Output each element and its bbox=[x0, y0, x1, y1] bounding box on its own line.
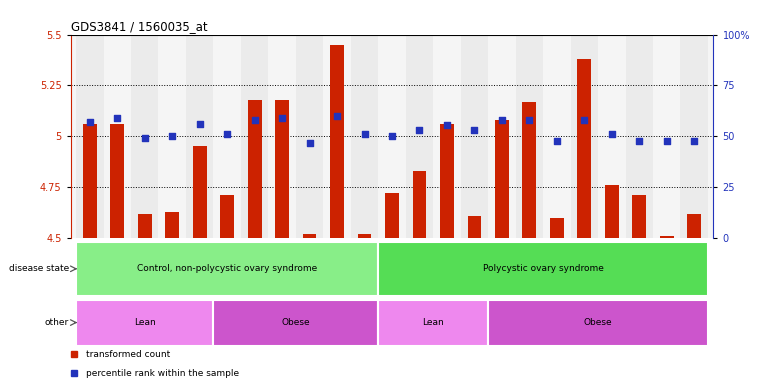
Bar bbox=[467, 216, 481, 238]
Point bbox=[249, 117, 261, 123]
Bar bbox=[358, 234, 372, 238]
Point bbox=[495, 117, 508, 123]
Bar bbox=[412, 171, 426, 238]
Bar bbox=[440, 124, 454, 238]
Bar bbox=[76, 242, 378, 296]
Bar bbox=[220, 195, 234, 238]
Bar bbox=[543, 35, 571, 238]
Bar bbox=[103, 35, 131, 238]
Bar bbox=[461, 35, 488, 238]
Bar bbox=[275, 100, 289, 238]
Point bbox=[441, 122, 453, 128]
Bar bbox=[495, 120, 509, 238]
Bar bbox=[165, 212, 179, 238]
Bar bbox=[76, 300, 213, 346]
Point bbox=[276, 115, 289, 121]
Bar bbox=[303, 234, 317, 238]
Bar bbox=[550, 218, 564, 238]
Bar bbox=[268, 35, 296, 238]
Point bbox=[605, 131, 618, 137]
Bar bbox=[83, 124, 96, 238]
Bar bbox=[605, 185, 619, 238]
Point bbox=[413, 127, 426, 133]
Bar bbox=[213, 35, 241, 238]
Point bbox=[84, 119, 96, 125]
Point bbox=[221, 131, 234, 137]
Bar bbox=[488, 300, 708, 346]
Bar bbox=[241, 35, 268, 238]
Bar bbox=[688, 214, 701, 238]
Text: Obese: Obese bbox=[281, 318, 310, 327]
Bar bbox=[516, 35, 543, 238]
Point bbox=[688, 138, 700, 144]
Bar bbox=[488, 35, 516, 238]
Text: Control, non-polycystic ovary syndrome: Control, non-polycystic ovary syndrome bbox=[137, 264, 318, 273]
Bar bbox=[571, 35, 598, 238]
Text: disease state: disease state bbox=[9, 264, 69, 273]
Bar bbox=[158, 35, 186, 238]
Bar bbox=[598, 35, 626, 238]
Point bbox=[633, 138, 645, 144]
Point bbox=[166, 133, 179, 139]
Bar bbox=[378, 242, 708, 296]
Text: Obese: Obese bbox=[584, 318, 612, 327]
Bar bbox=[660, 236, 673, 238]
Point bbox=[550, 138, 563, 144]
Bar bbox=[633, 195, 646, 238]
Bar bbox=[578, 59, 591, 238]
Bar bbox=[350, 35, 378, 238]
Text: GDS3841 / 1560035_at: GDS3841 / 1560035_at bbox=[71, 20, 207, 33]
Bar bbox=[406, 35, 434, 238]
Bar bbox=[193, 146, 206, 238]
Bar bbox=[626, 35, 653, 238]
Text: transformed count: transformed count bbox=[86, 350, 170, 359]
Bar bbox=[186, 35, 213, 238]
Bar bbox=[653, 35, 681, 238]
Point bbox=[468, 127, 481, 133]
Bar bbox=[213, 300, 378, 346]
Bar bbox=[385, 193, 399, 238]
Text: Lean: Lean bbox=[423, 318, 444, 327]
Point bbox=[194, 121, 206, 127]
Bar bbox=[296, 35, 323, 238]
Bar bbox=[76, 35, 103, 238]
Text: Lean: Lean bbox=[134, 318, 155, 327]
Bar bbox=[378, 35, 406, 238]
Bar bbox=[681, 35, 708, 238]
Point bbox=[660, 138, 673, 144]
Text: Polycystic ovary syndrome: Polycystic ovary syndrome bbox=[483, 264, 604, 273]
Bar bbox=[248, 100, 262, 238]
Bar bbox=[378, 300, 488, 346]
Point bbox=[358, 131, 371, 137]
Bar bbox=[323, 35, 350, 238]
Bar bbox=[434, 35, 461, 238]
Bar bbox=[330, 45, 344, 238]
Point bbox=[523, 117, 535, 123]
Bar bbox=[131, 35, 158, 238]
Bar bbox=[138, 214, 151, 238]
Bar bbox=[111, 124, 124, 238]
Text: other: other bbox=[45, 318, 69, 327]
Point bbox=[303, 141, 316, 147]
Point bbox=[111, 115, 124, 121]
Point bbox=[578, 117, 590, 123]
Point bbox=[386, 133, 398, 139]
Bar bbox=[522, 102, 536, 238]
Point bbox=[331, 113, 343, 119]
Text: percentile rank within the sample: percentile rank within the sample bbox=[86, 369, 239, 378]
Point bbox=[139, 135, 151, 141]
